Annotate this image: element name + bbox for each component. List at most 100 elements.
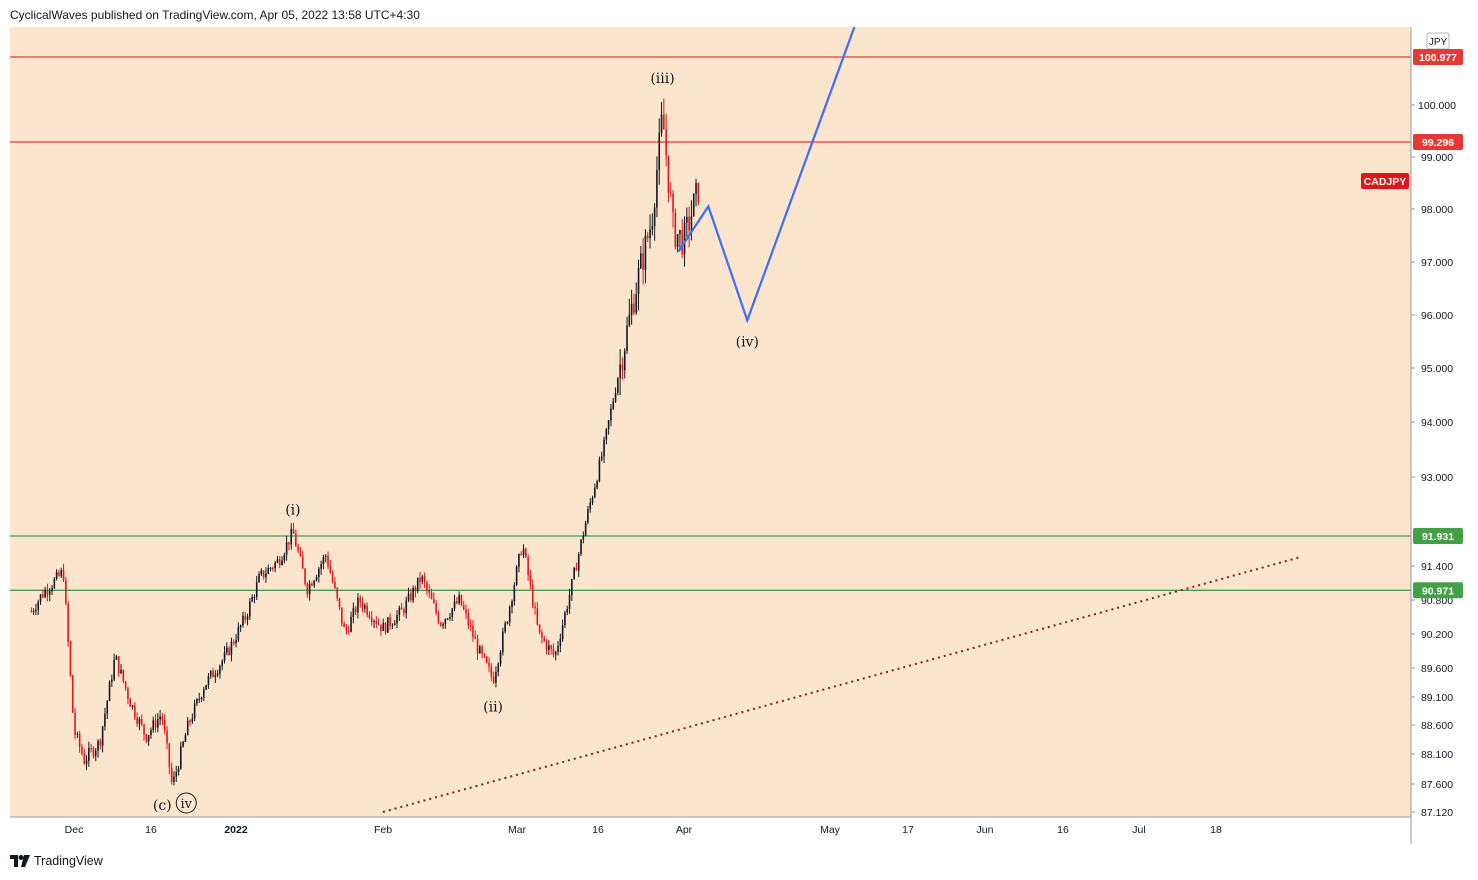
candle-body [414,587,417,592]
candle-body [104,713,106,727]
candle-body [274,562,276,569]
candle-body [529,575,532,585]
candle-body [55,572,58,579]
candle-body [347,630,350,632]
candle-body [147,735,150,742]
candle-body [548,645,550,650]
candle-body [550,645,552,649]
candle-body [39,594,42,602]
candle-body [410,593,412,601]
candle-body [619,364,621,379]
candle-body [391,625,394,627]
candle-body [226,647,228,653]
candle-body [511,601,513,608]
price-tick-label-11: 95.000 [1421,363,1453,375]
candle-body [481,646,483,654]
candle-body [334,582,336,588]
price-tick-label-9: 93.000 [1421,472,1453,484]
candle-body [566,608,569,613]
candle-body [573,567,575,580]
time-axis[interactable]: Dec 16 2022 Feb Mar 16 Apr May 17 Jun 16 Jul 18 [10,816,1411,836]
price-tick-label-15: 99.000 [1421,152,1453,164]
candle-body [46,590,49,595]
time-tick-label-11: Jul [1132,824,1145,836]
price-tick-label-0: 87.120 [1421,807,1453,819]
symbol-badge-label: CADJPY [1364,176,1407,188]
candle-body [69,641,72,676]
candle-body [396,615,398,624]
candle-body [251,596,253,602]
candle-body [646,235,649,239]
candle-body [469,625,472,627]
candle-body [209,670,212,677]
projection-path[interactable] [677,26,856,324]
time-tick-label-12: 18 [1210,824,1222,836]
candle-body [106,700,109,714]
price-tick-label-12: 96.000 [1421,310,1453,322]
candle-body [665,129,667,156]
candle-body [97,740,99,751]
candle-body [122,669,125,682]
candle-body [140,718,143,725]
candle-body [423,576,426,583]
projection-group [677,26,856,324]
candle-body [686,216,688,223]
candle-body [276,559,279,563]
candle-body [488,662,490,667]
candle-body [166,730,168,744]
candle-body [230,641,233,655]
candle-body [154,720,157,728]
time-tick-label-0: Dec [65,824,84,836]
candle-body [177,768,180,773]
candle-body [42,594,44,598]
candle-body [336,587,339,599]
candle-body [688,216,690,231]
candle-body [207,676,210,686]
candle-body [168,743,171,768]
candle-body [124,681,127,689]
time-tick-label-10: 16 [1057,824,1069,836]
plot-background [10,27,1411,817]
price-axis[interactable]: 87.120 87.600 88.100 88.600 89.100 89.600 90.2… [1410,27,1456,844]
candle-body [216,673,219,676]
candle-body [412,587,414,601]
candle-body [115,656,118,660]
candle-body [515,566,518,585]
candle-body [387,617,389,633]
candle-body [258,574,260,583]
candle-body [239,625,242,628]
candle-body [697,182,700,203]
candle-body [354,607,357,613]
candle-body [690,216,693,231]
footer-brand[interactable]: TradingView [10,854,103,868]
candle-body [580,539,582,554]
candle-body [267,568,270,574]
candle-body [67,603,69,642]
price-tick-label-16: 100.000 [1418,100,1456,112]
candle-body [205,685,207,690]
candle-body [628,314,631,326]
candle-body [518,554,520,567]
candle-body [428,589,431,593]
level-badge-label-1: 99.296 [1422,137,1454,149]
candle-body [182,741,184,747]
candle-body [458,594,460,604]
footer-brand-text: TradingView [34,854,103,868]
candle-body [331,572,334,583]
candle-body [173,776,175,782]
candle-body [85,760,88,764]
candle-body [492,676,495,683]
candle-body [658,132,661,170]
candle-body [53,578,56,588]
candle-body [672,194,674,213]
candle-body [235,640,237,644]
price-tick-label-6: 90.200 [1421,629,1453,641]
dotted-trendline[interactable] [382,556,1299,813]
time-tick-label-9: Jun [977,824,994,836]
candle-body [377,623,380,625]
candle-body [400,607,403,610]
candle-body [416,577,419,592]
candle-body [200,697,203,699]
candle-body [198,698,201,700]
